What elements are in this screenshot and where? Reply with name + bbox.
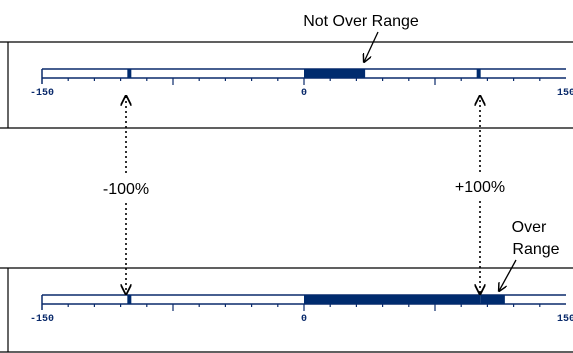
bar-fill bbox=[304, 69, 366, 78]
tick-label: 150 bbox=[557, 314, 573, 325]
not-over-range-label: Not Over Range bbox=[303, 13, 419, 30]
tick-label: -150 bbox=[30, 88, 54, 99]
minus-100-label: -100% bbox=[103, 181, 149, 198]
top-scale-panel: -150 0 150 bbox=[0, 41, 573, 129]
top-panel-frame bbox=[0, 41, 573, 129]
over-range-label-line2: Range bbox=[512, 241, 559, 258]
bottom-panel-frame bbox=[0, 267, 573, 353]
limit-marker bbox=[127, 295, 132, 304]
top-scale: -150 0 150 bbox=[30, 68, 573, 99]
limit-marker bbox=[476, 69, 481, 78]
over-range-arrow bbox=[499, 259, 517, 291]
bar-over-range-fill bbox=[480, 295, 505, 304]
tick-label: 0 bbox=[301, 314, 307, 325]
plus-100-label: +100% bbox=[455, 179, 505, 196]
limit-marker bbox=[127, 69, 132, 78]
limit-marker bbox=[476, 295, 481, 304]
bottom-scale-panel: -150 0 150 bbox=[0, 267, 573, 353]
bottom-scale: -150 0 150 bbox=[30, 294, 573, 325]
tick-label: 0 bbox=[301, 88, 307, 99]
tick-label: -150 bbox=[30, 314, 54, 325]
bar-fill bbox=[304, 295, 479, 304]
over-range-label-line1: Over bbox=[512, 219, 547, 236]
not-over-range-arrow bbox=[364, 31, 379, 62]
tick-label: 150 bbox=[557, 88, 573, 99]
